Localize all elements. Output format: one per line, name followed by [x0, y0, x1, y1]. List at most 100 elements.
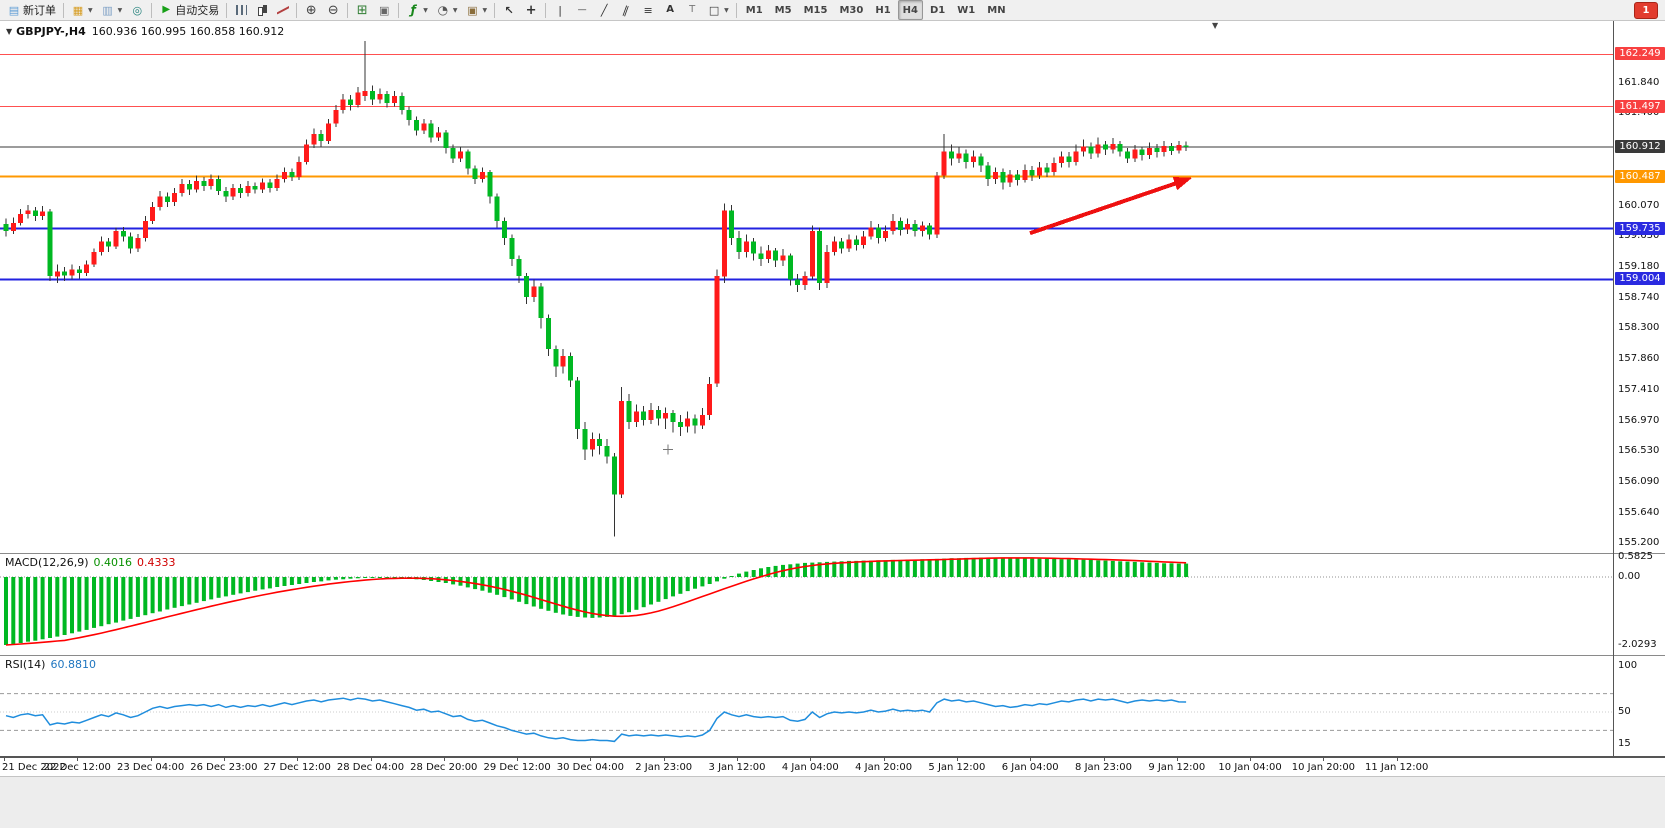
toolbar-separator: [494, 2, 496, 18]
templates-button[interactable]: ▼: [463, 0, 491, 20]
time-axis[interactable]: 21 Dec 2022 22 Dec 12:00 23 Dec 04:00 26 De…: [0, 757, 1665, 777]
time-tick: [810, 758, 812, 761]
time-label: 4 Jan 04:00: [781, 762, 839, 773]
timeframe-h4-label: H4: [902, 4, 918, 16]
dropdown-arrow-icon: ▼: [117, 6, 123, 14]
dropdown-arrow-icon: ▼: [724, 6, 729, 14]
toolbar-separator: [347, 2, 349, 18]
timeframe-w1[interactable]: W1: [952, 0, 980, 20]
time-label: 6 Jan 04:00: [1001, 762, 1059, 773]
play-icon: [159, 3, 173, 17]
text-button[interactable]: [660, 0, 680, 20]
price-scale[interactable]: 161.840 161.400 160.070 159.630 159.180 158.7…: [1613, 21, 1665, 757]
timeframe-h4[interactable]: H4: [897, 0, 923, 20]
time-label: 22 Dec 12:00: [43, 762, 111, 773]
shapes-icon: [707, 3, 721, 17]
timeframe-m1[interactable]: M1: [741, 0, 768, 20]
time-tick: [443, 758, 445, 761]
zoom-out-button[interactable]: [323, 0, 343, 20]
label-button[interactable]: [682, 0, 702, 20]
autotrade-button[interactable]: 自动交易: [156, 0, 222, 20]
price-tag-160.912: 160.912: [1615, 140, 1665, 154]
time-tick: [1176, 758, 1178, 761]
shapes-button[interactable]: ▼: [704, 0, 732, 20]
price-chart-panel[interactable]: ▼ GBPJPY-,H4 160.936 160.995 160.858 160…: [0, 21, 1665, 554]
rsi-scale-label: 15: [1618, 738, 1631, 750]
rsi-canvas[interactable]: [0, 656, 1613, 756]
time-tick: [223, 758, 225, 761]
price-tick: 157.860: [1618, 352, 1660, 364]
cursor-button[interactable]: [499, 0, 519, 20]
tile-windows-button[interactable]: [352, 0, 372, 20]
profiles-button[interactable]: ▼: [98, 0, 126, 20]
trend-icon: [597, 3, 611, 17]
indicators-button[interactable]: ▼: [403, 0, 431, 20]
timeframe-m30[interactable]: M30: [834, 0, 868, 20]
label-icon: [685, 3, 699, 17]
timeframe-d1-label: D1: [930, 4, 946, 16]
crosshair-button[interactable]: [521, 0, 541, 20]
window-bottom-strip: [0, 776, 1665, 828]
bar-chart-button[interactable]: [231, 0, 252, 20]
macd-panel[interactable]: MACD(12,26,9) 0.4016 0.4333: [0, 554, 1665, 656]
price-chart-canvas[interactable]: [0, 21, 1613, 554]
timeframe-m5[interactable]: M5: [770, 0, 797, 20]
new-order-button[interactable]: 新订单: [4, 0, 59, 20]
timeframe-h1[interactable]: H1: [870, 0, 895, 20]
profiles-icon: [101, 3, 115, 17]
new-chart-button[interactable]: ▼: [68, 0, 96, 20]
time-tick: [297, 758, 299, 761]
time-label: 8 Jan 23:00: [1075, 762, 1132, 773]
cross-marker[interactable]: [663, 444, 673, 455]
time-label: 10 Jan 04:00: [1218, 762, 1282, 773]
horizontal-line-button[interactable]: [572, 0, 592, 20]
rsi-name: RSI(14): [5, 658, 46, 671]
time-label: 4 Jan 20:00: [855, 762, 913, 773]
chart-menu-arrow-icon[interactable]: ▼: [6, 27, 13, 36]
timeframe-mn[interactable]: MN: [982, 0, 1010, 20]
trendline-button[interactable]: [594, 0, 614, 20]
new-order-button-label: 新订单: [23, 4, 56, 17]
trend-arrow-annotation[interactable]: [1029, 177, 1192, 236]
new-chart-icon: [71, 3, 85, 17]
timeframe-m15[interactable]: M15: [799, 0, 833, 20]
cursor-icon: [502, 3, 516, 17]
hline-icon: [575, 3, 589, 17]
price-tag-159.735: 159.735: [1615, 221, 1665, 235]
time-tick: [1323, 758, 1325, 761]
level-lines[interactable]: [0, 53, 1613, 281]
time-label: 30 Dec 04:00: [556, 762, 625, 773]
cascade-windows-button[interactable]: [374, 0, 394, 20]
price-tag-162.249: 162.249: [1615, 47, 1665, 61]
price-tick: 161.840: [1618, 76, 1660, 88]
time-tick: [1396, 758, 1398, 761]
toolbar-separator: [735, 2, 737, 18]
fibonacci-button[interactable]: [638, 0, 658, 20]
time-label: 29 Dec 12:00: [483, 762, 551, 773]
candlestick-chart-button[interactable]: [254, 0, 272, 20]
zoom-in-button[interactable]: [301, 0, 321, 20]
tile-icon: [355, 3, 369, 17]
macd-canvas[interactable]: [0, 554, 1613, 655]
refresh-icon: [130, 3, 144, 17]
notification-badge[interactable]: 1: [1634, 2, 1658, 19]
refresh-button[interactable]: [127, 0, 147, 20]
rsi-scale-label: 50: [1618, 706, 1631, 717]
timeframe-d1[interactable]: D1: [925, 0, 950, 20]
channel-button[interactable]: [616, 0, 636, 20]
time-label: 11 Jan 12:00: [1365, 762, 1429, 773]
time-label: 21 Dec 2022: [2, 762, 66, 773]
price-tick: 159.180: [1618, 261, 1660, 273]
line-chart-button[interactable]: [274, 0, 292, 20]
time-label: 28 Dec 20:00: [410, 762, 478, 773]
macd-scale-label: -2.0293: [1618, 638, 1657, 650]
periods-button[interactable]: ▼: [433, 0, 461, 20]
rsi-line: [5, 697, 1187, 743]
chart-shift-marker[interactable]: ▼: [1212, 21, 1219, 30]
vertical-line-button[interactable]: [550, 0, 570, 20]
toolbar-separator: [296, 2, 298, 18]
rsi-panel[interactable]: RSI(14) 60.8810: [0, 656, 1665, 757]
price-tick: 161.400: [1618, 107, 1660, 119]
price-tick: 157.410: [1618, 384, 1660, 395]
